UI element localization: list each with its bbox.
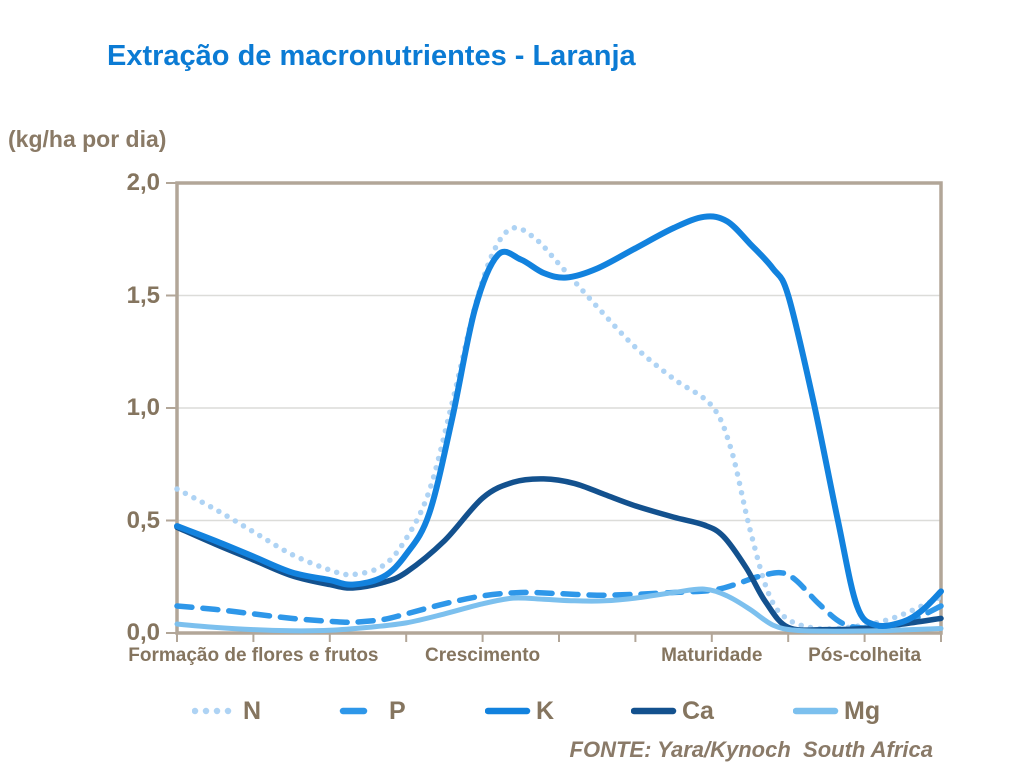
series-line-N <box>174 224 944 632</box>
x-category-label-2: Crescimento <box>425 645 541 666</box>
legend-item-Ca: Ca <box>631 698 714 724</box>
y-tick-label-1,5: 1,5 <box>126 281 160 309</box>
legend-label-Mg: Mg <box>844 697 881 725</box>
legend-label-P: P <box>389 697 406 725</box>
source-note: FONTE: Yara/Kynoch South Africa <box>569 737 933 762</box>
legend-label-N: N <box>243 697 262 725</box>
x-category-label-3: Maturidade <box>661 645 763 666</box>
legend-label-K: K <box>536 697 555 725</box>
y-tick-label-0,0: 0,0 <box>126 619 160 646</box>
legend-label-Ca: Ca <box>682 697 714 725</box>
y-tick-label-0,5: 0,5 <box>126 506 160 534</box>
legend-swatch-Ca <box>631 707 677 715</box>
chart-title: Extração de macronutrientes - Laranja <box>107 40 636 72</box>
y-tick-label-1,0: 1,0 <box>126 394 160 421</box>
legend-item-Mg: Mg <box>793 698 880 724</box>
legend-swatch-N <box>192 707 238 715</box>
legend-swatch-P <box>339 707 368 715</box>
legend-swatch-Mg <box>793 707 839 715</box>
legend-item-K: K <box>485 698 554 724</box>
x-category-label-1: Formação de flores e frutos <box>128 645 379 666</box>
x-category-label-4: Pós-colheita <box>808 645 922 666</box>
y-axis-unit-label: (kg/ha por dia) <box>8 126 167 152</box>
legend-swatch-K <box>485 707 531 715</box>
series-line-Mg <box>174 586 944 634</box>
legend-item-P: P <box>338 698 406 724</box>
series-line-P <box>174 569 944 631</box>
y-tick-label-2,0: 2,0 <box>126 169 160 196</box>
legend-item-N: N <box>192 698 261 724</box>
series-line-K <box>174 213 944 630</box>
